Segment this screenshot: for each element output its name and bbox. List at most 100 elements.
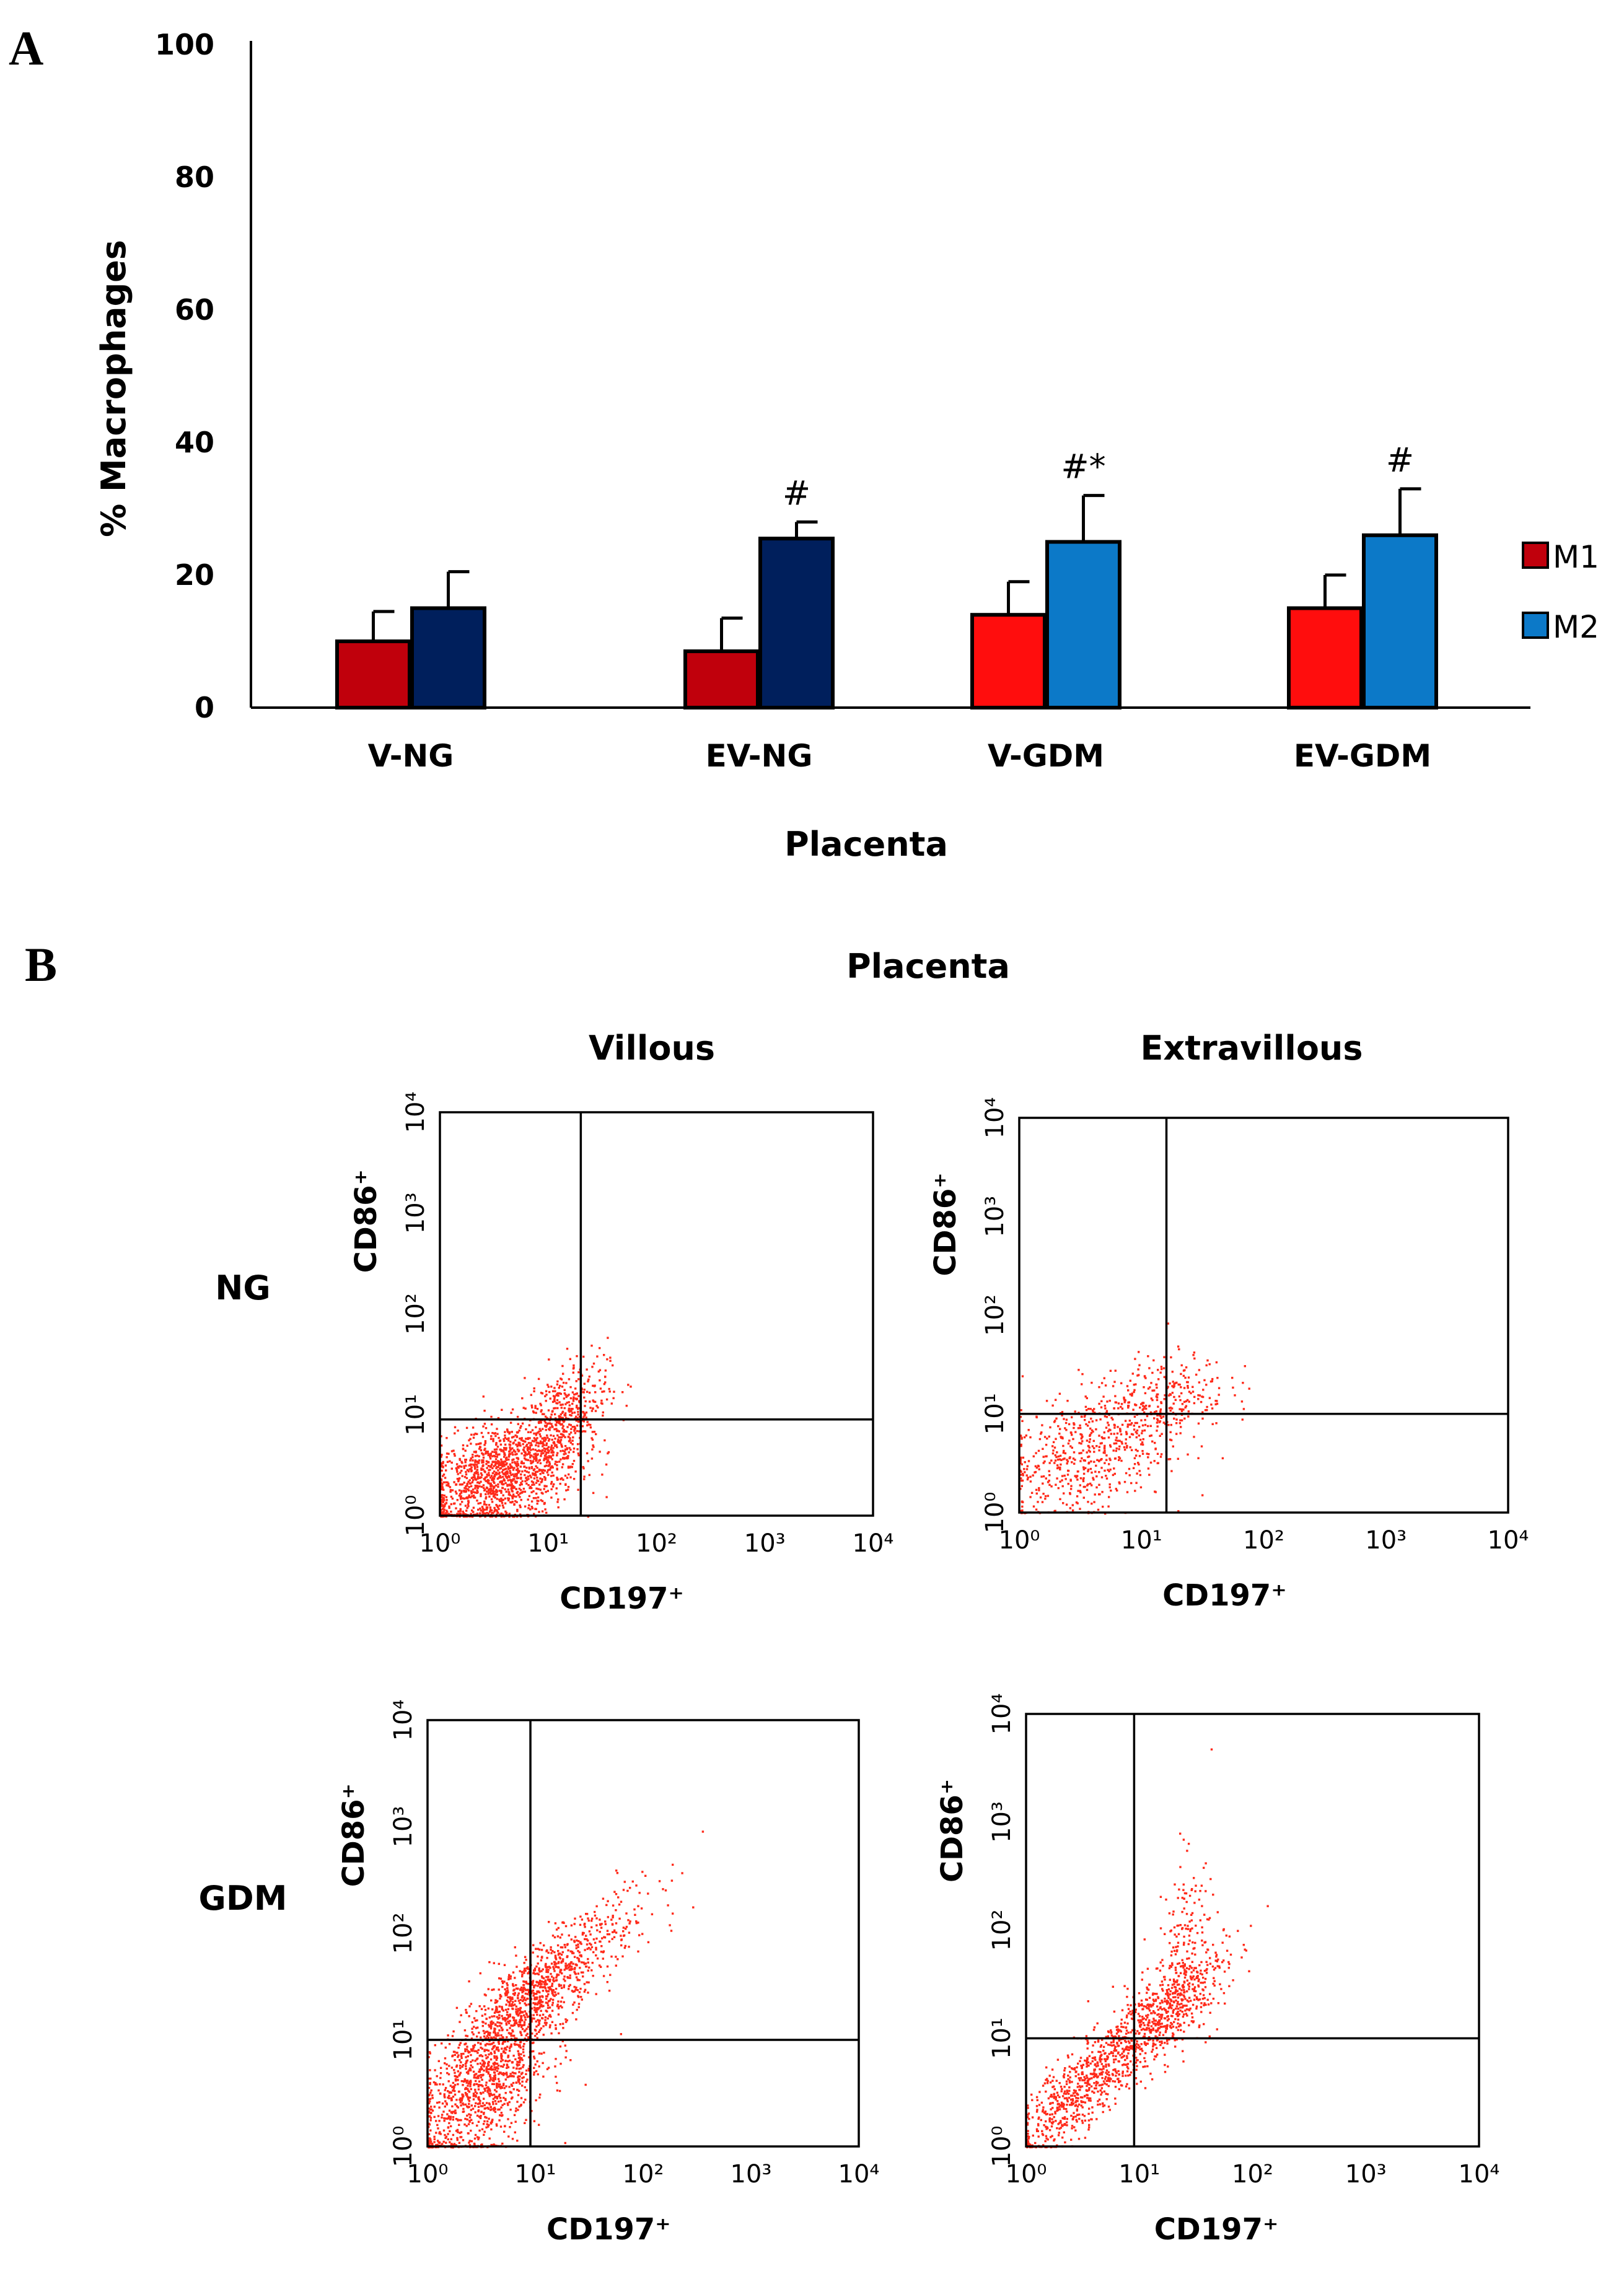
scatter-point	[491, 2008, 494, 2011]
scatter-point	[542, 1443, 545, 1445]
scatter-point	[480, 2093, 483, 2095]
scatter-point	[1091, 1484, 1093, 1487]
scatter-point	[524, 1992, 527, 1995]
scatter-point	[534, 1972, 537, 1975]
scatter-point	[583, 1389, 586, 1391]
scatter-point	[1128, 1436, 1131, 1438]
scatter-point	[1093, 2072, 1096, 2075]
scatter-point	[476, 2063, 479, 2065]
scatter-point	[564, 1925, 568, 1928]
scatter-point	[493, 2080, 495, 2082]
scatter-point	[446, 2071, 449, 2075]
scatter-point	[510, 1465, 513, 1468]
scatter-point	[1156, 1421, 1159, 1424]
scatter-point	[473, 2026, 475, 2028]
scatter-point	[1032, 1455, 1035, 1457]
scatter-point	[476, 2019, 478, 2022]
scatter-point	[1098, 1402, 1100, 1405]
scatter-point	[434, 2069, 436, 2071]
scatter-point	[499, 2097, 502, 2099]
scatter-point	[1081, 1457, 1083, 1460]
scatter-point	[481, 2085, 484, 2088]
scatter-point	[453, 1481, 455, 1483]
scatter-point	[527, 1471, 530, 1474]
scatter-point	[540, 1430, 542, 1432]
scatter-point	[472, 1436, 475, 1439]
scatter-point	[476, 1489, 478, 1491]
scatter-point	[588, 1966, 590, 1969]
scatter-point	[551, 2021, 554, 2023]
scatter-point	[501, 1487, 504, 1489]
scatter-point	[523, 2021, 526, 2023]
scatter-point	[476, 1454, 478, 1457]
scatter-point	[536, 1408, 539, 1410]
scatter-point	[485, 1460, 488, 1462]
scatter-point	[1081, 2085, 1084, 2088]
scatter-point	[547, 1993, 550, 1996]
scatter-point	[503, 2040, 505, 2043]
scatter-point	[450, 2143, 453, 2145]
scatter-point	[564, 2056, 567, 2058]
scatter-point	[1053, 1421, 1056, 1423]
scatter-point	[486, 2056, 489, 2058]
scatter-point	[511, 1487, 514, 1490]
scatter-point	[543, 1444, 545, 1446]
scatter-point	[1135, 1431, 1137, 1433]
scatter-point	[592, 1362, 595, 1365]
scatter-point	[540, 1421, 542, 1424]
scatter-point	[561, 1466, 563, 1469]
scatter-point	[490, 1423, 493, 1426]
scatter-point	[482, 1464, 485, 1467]
scatter-point	[493, 2093, 496, 2096]
scatter-point	[586, 1421, 589, 1423]
scatter-point	[1057, 2123, 1060, 2125]
scatter-point	[489, 2021, 492, 2024]
scatter-point	[1059, 2104, 1061, 2107]
scatter-point	[536, 2013, 538, 2016]
scatter-point	[1069, 2071, 1071, 2073]
scatter-point	[536, 1450, 538, 1452]
scatter-point	[602, 1957, 604, 1960]
scatter-point	[1038, 1438, 1042, 1441]
scatter-point	[467, 2132, 470, 2135]
scatter-point	[1095, 2118, 1098, 2120]
scatter-point	[1140, 1419, 1143, 1421]
scatter-point	[500, 2056, 503, 2058]
scatter-point	[595, 1954, 597, 1957]
scatter-point	[491, 2101, 494, 2103]
scatter-point	[1128, 1474, 1131, 1477]
scatter-point	[1128, 1401, 1131, 1403]
scatter-point	[474, 2094, 476, 2097]
scatter-point	[1089, 2078, 1091, 2080]
scatter-point	[483, 1508, 486, 1511]
scatter-point	[472, 1476, 475, 1478]
scatter-point	[1133, 1389, 1136, 1392]
scatter-point	[507, 1976, 510, 1979]
scatter-point	[1143, 1411, 1146, 1414]
scatter-point	[495, 2058, 498, 2061]
scatter-point	[516, 1501, 518, 1503]
scatter-point	[491, 1431, 494, 1434]
scatter-point	[1097, 2100, 1099, 2102]
scatter-point	[442, 1462, 444, 1465]
scatter-point	[1153, 1417, 1156, 1420]
scatter-point	[543, 1459, 545, 1462]
scatter-point	[1100, 2044, 1103, 2047]
scatter-point	[504, 1994, 507, 1996]
scatter-point	[501, 2073, 504, 2075]
scatter-point	[573, 1956, 576, 1958]
scatter-point	[525, 2069, 528, 2072]
scatter-point	[480, 2036, 482, 2039]
scatter-point	[1096, 1459, 1099, 1461]
scatter-point	[544, 1415, 547, 1418]
scatter-point	[573, 1968, 576, 1970]
scatter-point	[496, 2084, 498, 2087]
scatter-point	[532, 2017, 534, 2020]
scatter-point	[504, 1447, 506, 1450]
scatter-point	[1138, 1426, 1141, 1428]
scatter-point	[1062, 1451, 1065, 1454]
scatter-point	[486, 1511, 488, 1514]
scatter-point	[540, 1985, 542, 1988]
scatter-point	[540, 1983, 543, 1985]
scatter-point	[480, 2076, 483, 2079]
